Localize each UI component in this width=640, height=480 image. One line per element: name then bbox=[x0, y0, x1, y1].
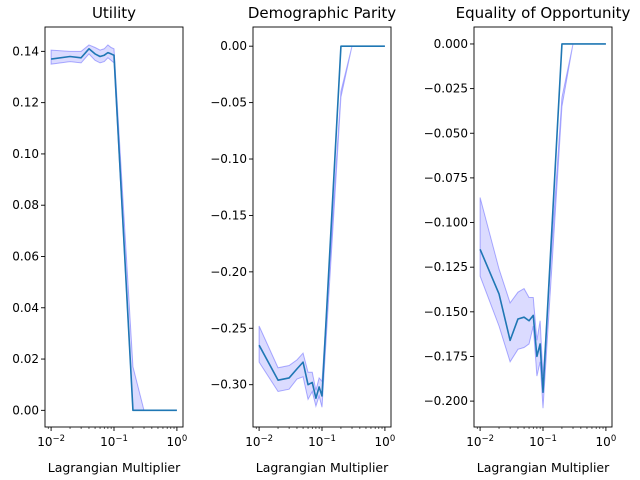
y-tick-label: 0.12 bbox=[12, 96, 39, 110]
y-tick-label: −0.075 bbox=[424, 171, 468, 185]
series-line bbox=[479, 43, 606, 393]
subplot-title: Demographic Parity bbox=[248, 4, 396, 22]
y-tick-label: −0.050 bbox=[424, 126, 468, 140]
subplot-demographic-parity: Demographic Parity Lagrangian Multiplier… bbox=[210, 4, 396, 475]
series-line bbox=[258, 45, 385, 400]
y-tick-label: 0.14 bbox=[12, 44, 39, 58]
y-tick-label: −0.10 bbox=[210, 152, 247, 166]
y-tick-label: 0.00 bbox=[220, 39, 247, 53]
subplot-title: Equality of Opportunity bbox=[456, 4, 631, 22]
y-tick-label: −0.125 bbox=[424, 260, 468, 274]
y-tick-label: 0.10 bbox=[12, 147, 39, 161]
y-tick-label: −0.20 bbox=[210, 265, 247, 279]
series-line bbox=[50, 47, 177, 412]
y-tick-label: −0.200 bbox=[424, 394, 468, 408]
y-tick-label: 0.00 bbox=[12, 403, 39, 417]
x-axis-label: Lagrangian Multiplier bbox=[48, 460, 181, 475]
y-tick-label: 0.08 bbox=[12, 198, 39, 212]
y-tick-label: −0.15 bbox=[210, 208, 247, 222]
y-tick-label: −0.175 bbox=[424, 349, 468, 363]
y-tick-label: −0.05 bbox=[210, 96, 247, 110]
y-tick-label: −0.30 bbox=[210, 378, 247, 392]
y-tick-label: 0.06 bbox=[12, 249, 39, 263]
x-axis-label: Lagrangian Multiplier bbox=[256, 460, 389, 475]
y-tick-label: −0.25 bbox=[210, 321, 247, 335]
y-tick-label: 0.04 bbox=[12, 301, 39, 315]
y-tick-label: 0.02 bbox=[12, 352, 39, 366]
y-tick-label: 0.000 bbox=[434, 37, 468, 51]
subplot-title: Utility bbox=[92, 4, 136, 22]
y-tick-label: −0.150 bbox=[424, 305, 468, 319]
y-tick-label: −0.100 bbox=[424, 216, 468, 230]
x-axis-label: Lagrangian Multiplier bbox=[477, 460, 610, 475]
y-tick-label: −0.025 bbox=[424, 82, 468, 96]
